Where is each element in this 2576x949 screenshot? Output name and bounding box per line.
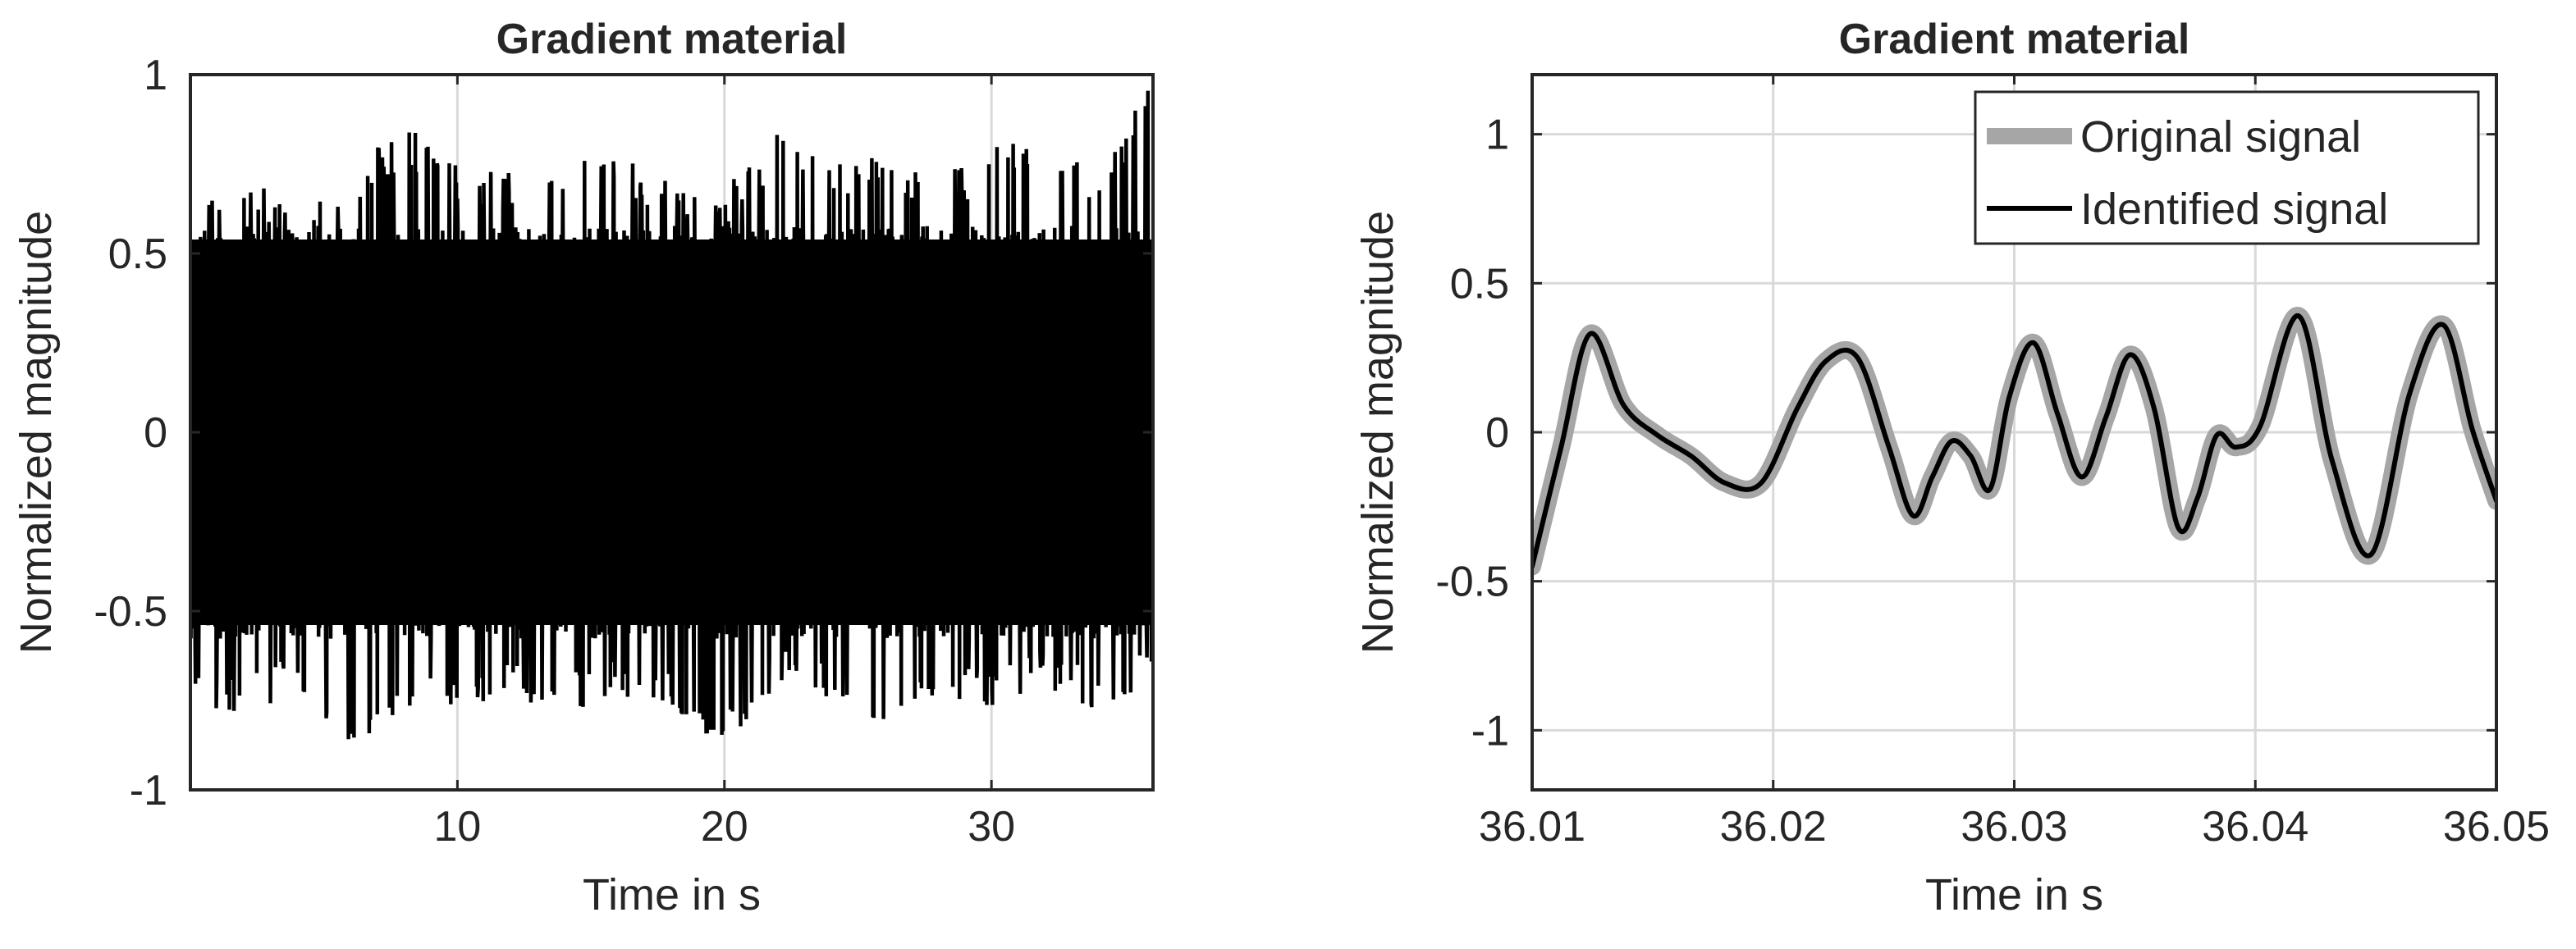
- data-layer: [190, 90, 1153, 740]
- chart-title: Gradient material: [1839, 16, 2190, 63]
- chart-title: Gradient material: [496, 16, 848, 63]
- x-tick-label: 36.03: [1961, 803, 2067, 851]
- legend-label: Original signal: [2080, 112, 2361, 162]
- x-tick-label: 36.01: [1479, 803, 1585, 851]
- x-tick-label: 10: [433, 803, 481, 851]
- legend-box: [1974, 90, 2480, 245]
- y-tick-label: -1: [1471, 707, 1509, 755]
- x-tick-label: 36.02: [1720, 803, 1827, 851]
- data-layer: [1532, 307, 2496, 576]
- y-tick-label: 1: [144, 52, 167, 99]
- chart-left: 10 20 30 -1 -0.5 0 0.5 1 Gradient material Time i…: [11, 16, 1155, 919]
- x-axis-label: Time in s: [1925, 870, 2103, 919]
- y-tick-label: -0.5: [94, 588, 167, 636]
- x-axis-label: Time in s: [583, 870, 761, 919]
- series-line-identified: [1532, 313, 2496, 569]
- y-tick-label: -0.5: [1435, 559, 1509, 606]
- y-axis-label: Normalized magnitude: [1353, 211, 1402, 654]
- x-tick-label: 30: [968, 803, 1015, 851]
- y-tick-label: -1: [130, 767, 167, 814]
- x-tick-label: 36.05: [2443, 803, 2550, 851]
- chart-right: 36.01 36.02 36.03 36.04 36.05 -1 -0.5 0 0.5 1 Grad…: [1353, 16, 2550, 919]
- y-tick-label: 1: [1485, 112, 1509, 159]
- x-tick-label: 20: [701, 803, 748, 851]
- legend: Original signal Identified signal: [1974, 90, 2480, 245]
- y-axis-label: Normalized magnitude: [11, 211, 61, 654]
- y-tick-label: 0: [1485, 409, 1509, 457]
- y-tick-label: 0.5: [108, 230, 167, 278]
- legend-label: Identified signal: [2080, 185, 2388, 234]
- y-tick-label: 0: [144, 409, 167, 457]
- signal-line: [190, 90, 1153, 740]
- x-tick-label: 36.04: [2202, 803, 2308, 851]
- y-tick-label: 0.5: [1450, 260, 1509, 308]
